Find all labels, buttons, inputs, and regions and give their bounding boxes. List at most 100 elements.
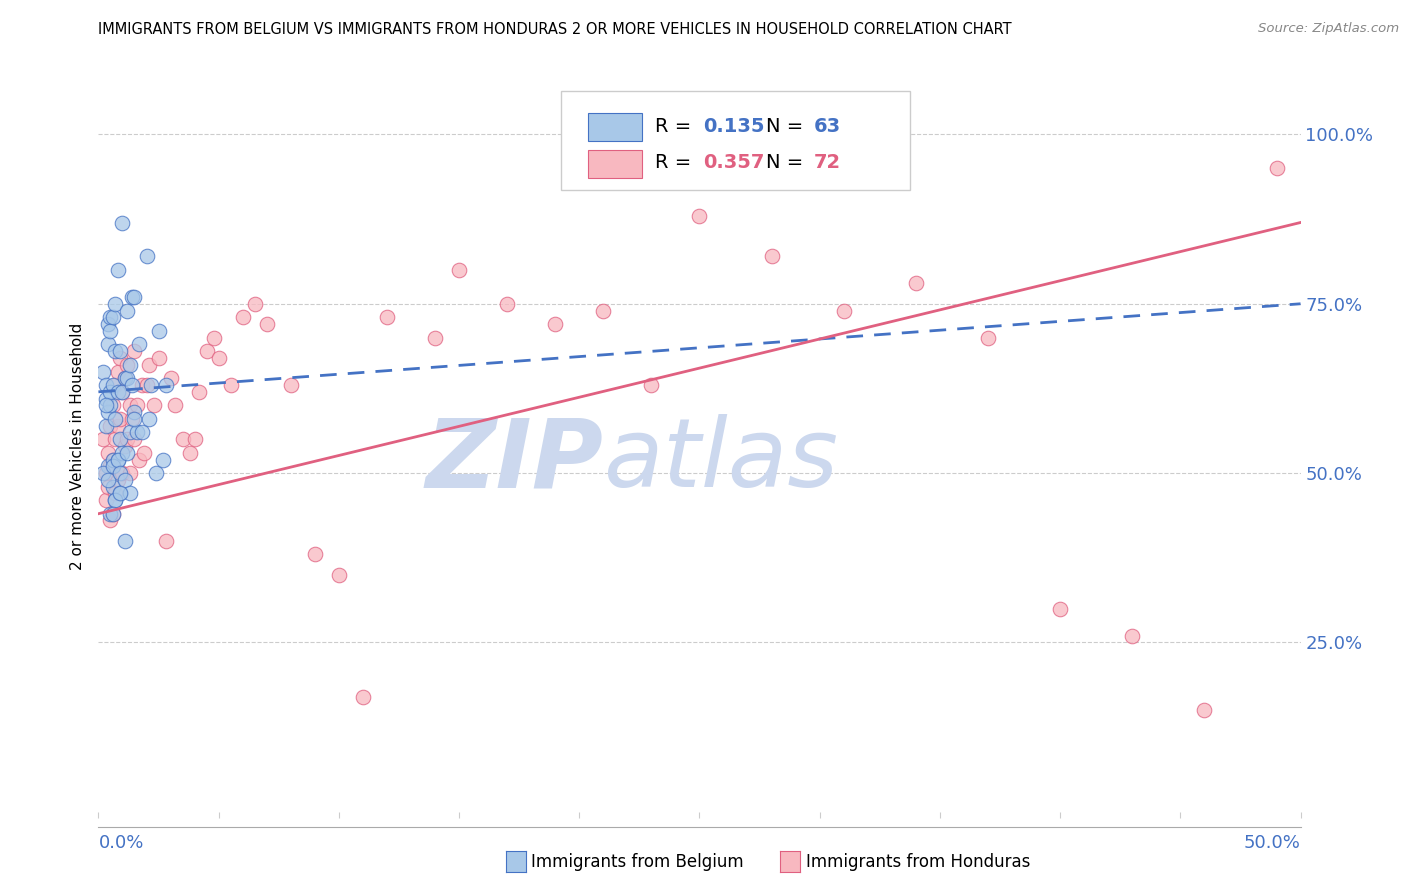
Point (114, 371, 136, 385)
Point (131, 378, 153, 392)
Text: N =: N = (766, 153, 808, 172)
Point (135, 249, 157, 263)
FancyBboxPatch shape (561, 91, 910, 190)
Point (111, 466, 134, 480)
Text: 0.135: 0.135 (703, 117, 765, 136)
Point (104, 432, 127, 446)
Point (108, 432, 131, 446)
Point (97, 480, 120, 494)
Y-axis label: 2 or more Vehicles in Household: 2 or more Vehicles in Household (70, 322, 86, 570)
Text: R =: R = (655, 117, 697, 136)
Point (111, 446, 134, 460)
Point (107, 364, 129, 378)
Point (101, 310, 124, 325)
Point (1194, 703, 1216, 717)
Point (100, 310, 122, 325)
Point (100, 384, 122, 399)
Point (108, 486, 131, 500)
Point (117, 371, 139, 385)
Text: Immigrants from Honduras: Immigrants from Honduras (806, 853, 1031, 871)
Point (761, 249, 783, 263)
Point (124, 405, 146, 419)
Point (152, 452, 174, 467)
Point (114, 439, 136, 453)
Point (107, 418, 129, 433)
Point (124, 412, 146, 426)
Point (97, 459, 120, 474)
Point (640, 378, 662, 392)
Point (97, 446, 120, 460)
Point (131, 425, 153, 440)
Point (91, 466, 114, 480)
Point (496, 297, 519, 311)
Point (208, 351, 231, 365)
Point (108, 351, 131, 365)
Point (832, 303, 855, 318)
Point (100, 459, 122, 474)
Text: N =: N = (766, 117, 808, 136)
Point (155, 378, 177, 392)
Text: 50.0%: 50.0% (1244, 834, 1301, 852)
Point (117, 303, 139, 318)
Text: R =: R = (655, 153, 697, 172)
Point (280, 378, 302, 392)
Point (94, 392, 117, 406)
Text: 0.0%: 0.0% (98, 834, 143, 852)
Point (118, 398, 141, 412)
Point (328, 567, 350, 582)
Point (97, 337, 120, 351)
Text: atlas: atlas (603, 414, 838, 508)
Point (141, 378, 163, 392)
Point (104, 486, 127, 500)
Text: Immigrants from Belgium: Immigrants from Belgium (531, 853, 744, 871)
Point (352, 690, 374, 704)
Point (138, 412, 160, 426)
Point (108, 466, 131, 480)
Point (100, 398, 122, 412)
Point (125, 425, 148, 440)
Point (118, 358, 141, 372)
Point (1049, 601, 1071, 615)
Point (135, 378, 157, 392)
Point (689, 209, 711, 223)
Point (101, 507, 124, 521)
Point (195, 344, 218, 359)
Point (183, 432, 205, 446)
Point (128, 452, 150, 467)
Text: IMMIGRANTS FROM BELGIUM VS IMMIGRANTS FROM HONDURAS 2 OR MORE VEHICLES IN HOUSEH: IMMIGRANTS FROM BELGIUM VS IMMIGRANTS FR… (98, 22, 1012, 37)
Point (94, 493, 117, 508)
Point (111, 384, 134, 399)
Point (108, 486, 131, 500)
Point (243, 297, 266, 311)
Point (100, 514, 122, 528)
Point (117, 358, 139, 372)
Text: ZIP: ZIP (426, 414, 603, 508)
Point (1121, 629, 1143, 643)
Point (100, 507, 122, 521)
Point (94, 418, 117, 433)
Point (100, 324, 122, 338)
Point (101, 452, 124, 467)
FancyBboxPatch shape (588, 150, 641, 178)
Point (111, 384, 134, 399)
Point (159, 371, 181, 385)
FancyBboxPatch shape (588, 113, 641, 141)
Point (124, 344, 146, 359)
Point (94, 378, 117, 392)
Point (977, 331, 1000, 345)
Point (91, 364, 114, 378)
Point (107, 384, 129, 399)
Point (592, 303, 614, 318)
Point (544, 317, 567, 331)
Point (447, 263, 470, 277)
Point (256, 317, 278, 331)
Point (172, 432, 194, 446)
Point (101, 459, 124, 474)
Point (179, 446, 201, 460)
Point (219, 378, 242, 392)
Point (165, 398, 187, 412)
Point (423, 331, 446, 345)
Point (108, 412, 131, 426)
Point (97, 405, 120, 419)
Point (142, 398, 165, 412)
